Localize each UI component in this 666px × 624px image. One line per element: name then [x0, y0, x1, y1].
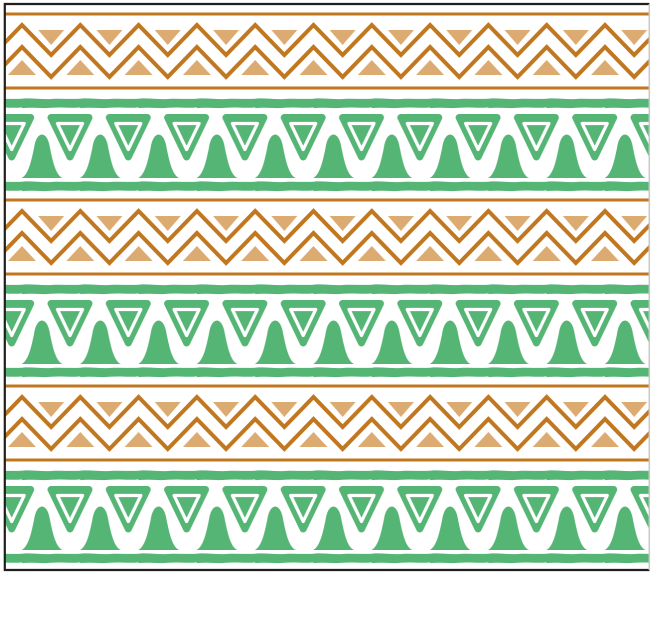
pattern-fill	[4, 8, 649, 568]
frame-border	[3, 2, 650, 572]
pattern-area	[3, 2, 651, 572]
label-bar: H-1458-1 W:2m 2	[0, 572, 666, 624]
